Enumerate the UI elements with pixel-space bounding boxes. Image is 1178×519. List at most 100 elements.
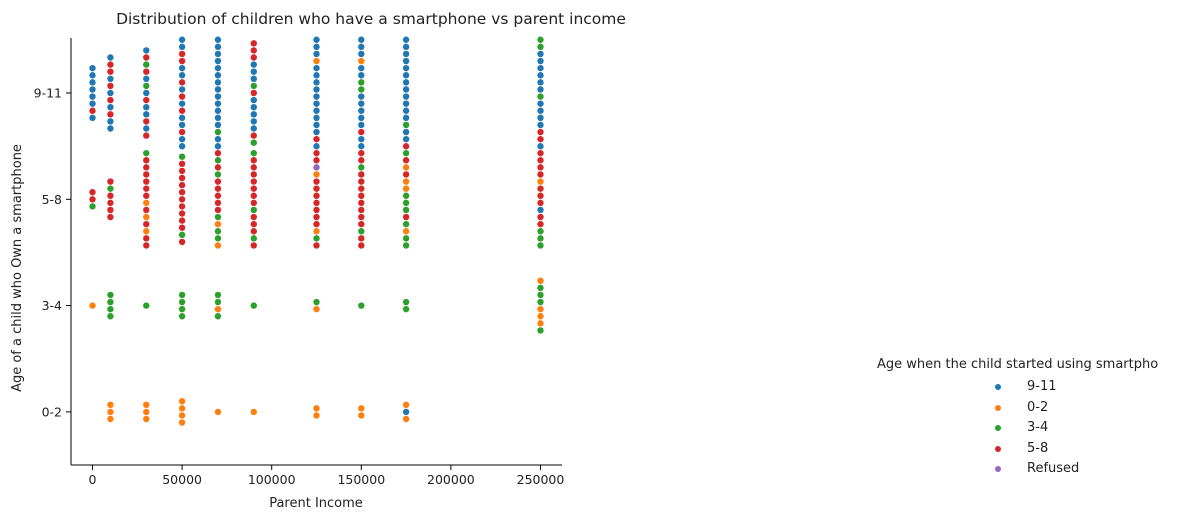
data-point	[250, 302, 257, 309]
data-point	[178, 305, 186, 313]
x-axis-label: Parent Income	[269, 496, 363, 511]
data-point	[178, 181, 186, 189]
data-point	[402, 157, 410, 164]
data-point	[89, 64, 96, 72]
data-point	[537, 149, 544, 157]
data-point	[178, 135, 186, 143]
data-point	[402, 143, 410, 150]
data-point	[537, 185, 544, 192]
data-point	[214, 235, 222, 242]
data-point	[402, 128, 410, 136]
data-point	[537, 72, 544, 79]
data-point	[143, 171, 150, 178]
data-point	[214, 93, 222, 100]
data-point	[358, 43, 365, 51]
data-point	[143, 408, 150, 416]
data-point	[358, 72, 365, 79]
data-point	[214, 291, 222, 299]
data-point	[537, 143, 544, 150]
data-point	[537, 305, 544, 313]
data-point	[107, 415, 114, 423]
data-point	[537, 86, 544, 93]
data-point	[313, 206, 320, 214]
data-point	[178, 72, 186, 79]
data-point	[143, 68, 150, 75]
data-point	[402, 36, 410, 43]
legend-label: 3-4	[1027, 420, 1049, 435]
data-point	[537, 93, 544, 100]
data-point	[358, 235, 365, 242]
data-point	[107, 61, 114, 68]
data-point	[89, 72, 96, 79]
data-point	[250, 47, 257, 54]
data-point	[358, 171, 365, 178]
data-point	[250, 171, 257, 178]
data-point	[89, 93, 96, 100]
data-point	[537, 235, 544, 242]
data-point	[402, 43, 410, 51]
data-point	[143, 220, 150, 228]
data-point	[250, 228, 257, 235]
data-point	[313, 114, 320, 122]
data-point	[214, 313, 222, 320]
data-point	[214, 72, 222, 79]
data-point	[313, 164, 320, 171]
data-point	[313, 199, 320, 207]
data-point	[214, 298, 222, 306]
data-point	[143, 125, 150, 132]
data-point	[178, 121, 186, 129]
data-point	[358, 213, 365, 221]
legend-title: Age when the child started using smartph…	[877, 357, 1159, 372]
data-point	[358, 228, 365, 235]
data-point	[214, 185, 222, 192]
data-point	[313, 220, 320, 228]
data-point	[402, 242, 410, 249]
data-point	[537, 242, 544, 249]
x-tick-label: 150000	[337, 472, 385, 487]
data-point	[358, 199, 365, 207]
data-point	[537, 36, 544, 43]
data-point	[358, 121, 365, 129]
data-point	[537, 50, 544, 58]
data-point	[313, 128, 320, 136]
data-point	[178, 313, 186, 320]
data-point	[143, 199, 150, 207]
data-point	[537, 164, 544, 171]
data-point	[313, 305, 320, 313]
legend-marker	[995, 404, 1001, 411]
legend-label: 9-11	[1027, 379, 1057, 394]
data-point	[537, 43, 544, 51]
data-point	[178, 57, 186, 65]
data-point	[402, 206, 410, 214]
data-point	[143, 415, 150, 423]
x-tick-label: 100000	[248, 472, 296, 487]
y-axis-label: Age of a child who Own a smartphone	[10, 144, 25, 392]
data-point	[214, 213, 222, 221]
data-point	[250, 125, 257, 132]
data-point	[402, 114, 410, 122]
data-point	[89, 196, 96, 203]
data-point	[250, 220, 257, 228]
data-point	[358, 242, 365, 249]
data-point	[537, 57, 544, 65]
data-point	[143, 111, 150, 118]
data-point	[214, 305, 222, 313]
data-point	[313, 298, 320, 306]
data-point	[313, 43, 320, 51]
data-point	[313, 412, 320, 419]
data-point	[402, 178, 410, 185]
data-point	[313, 64, 320, 72]
data-point	[250, 206, 257, 214]
data-point	[107, 89, 114, 97]
data-point	[107, 104, 114, 111]
data-point	[402, 135, 410, 143]
data-point	[143, 132, 150, 139]
data-point	[107, 96, 114, 104]
data-point	[402, 50, 410, 58]
data-point	[537, 199, 544, 207]
data-point	[178, 238, 186, 246]
data-point	[107, 111, 114, 118]
data-point	[143, 302, 150, 309]
data-point	[358, 192, 365, 199]
